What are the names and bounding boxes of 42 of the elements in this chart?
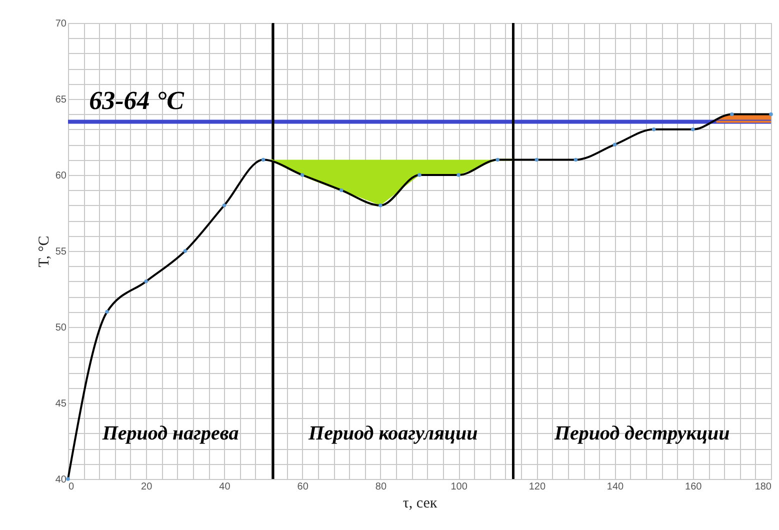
point <box>222 204 226 208</box>
point <box>652 128 656 132</box>
y-tick-label: 40 <box>55 474 67 486</box>
point <box>496 158 500 162</box>
y-tick-label: 70 <box>55 18 67 30</box>
x-tick-label: 20 <box>141 482 153 492</box>
point <box>691 128 695 132</box>
point <box>340 188 344 192</box>
y-tick-label: 65 <box>55 94 67 106</box>
point <box>769 112 773 116</box>
point <box>456 173 460 177</box>
point <box>612 142 617 146</box>
ref-line-label: 63-64 °C <box>89 86 185 115</box>
x-tick-label: 160 <box>685 482 702 492</box>
annotation: Период деструкции <box>553 422 730 444</box>
y-tick-label: 50 <box>55 322 67 334</box>
annotation: Период коагуляции <box>308 422 478 444</box>
point <box>534 158 539 162</box>
point <box>730 112 734 116</box>
point <box>378 204 382 208</box>
point <box>105 310 109 314</box>
point <box>183 249 188 253</box>
y-axis-title: T, °C <box>36 236 52 268</box>
x-tick-label: 40 <box>219 482 231 492</box>
x-axis-title: τ, сек <box>402 496 438 512</box>
x-tick-label: 100 <box>450 482 468 492</box>
x-tick-label: 80 <box>375 482 387 492</box>
y-tick-label: 60 <box>55 170 67 182</box>
x-tick-label: 180 <box>754 482 772 492</box>
y-tick-label: 45 <box>55 398 67 410</box>
point <box>261 158 266 162</box>
point <box>144 280 148 284</box>
point <box>418 173 422 177</box>
point <box>300 173 304 177</box>
annotation: Период нагрева <box>101 422 239 444</box>
x-tick-label: 120 <box>528 482 546 492</box>
x-tick-label: 140 <box>606 482 624 492</box>
x-tick-label: 60 <box>297 482 309 492</box>
point <box>574 158 578 162</box>
x-tick-label: 0 <box>68 482 74 492</box>
point <box>66 477 70 481</box>
y-tick-label: 55 <box>55 246 67 258</box>
